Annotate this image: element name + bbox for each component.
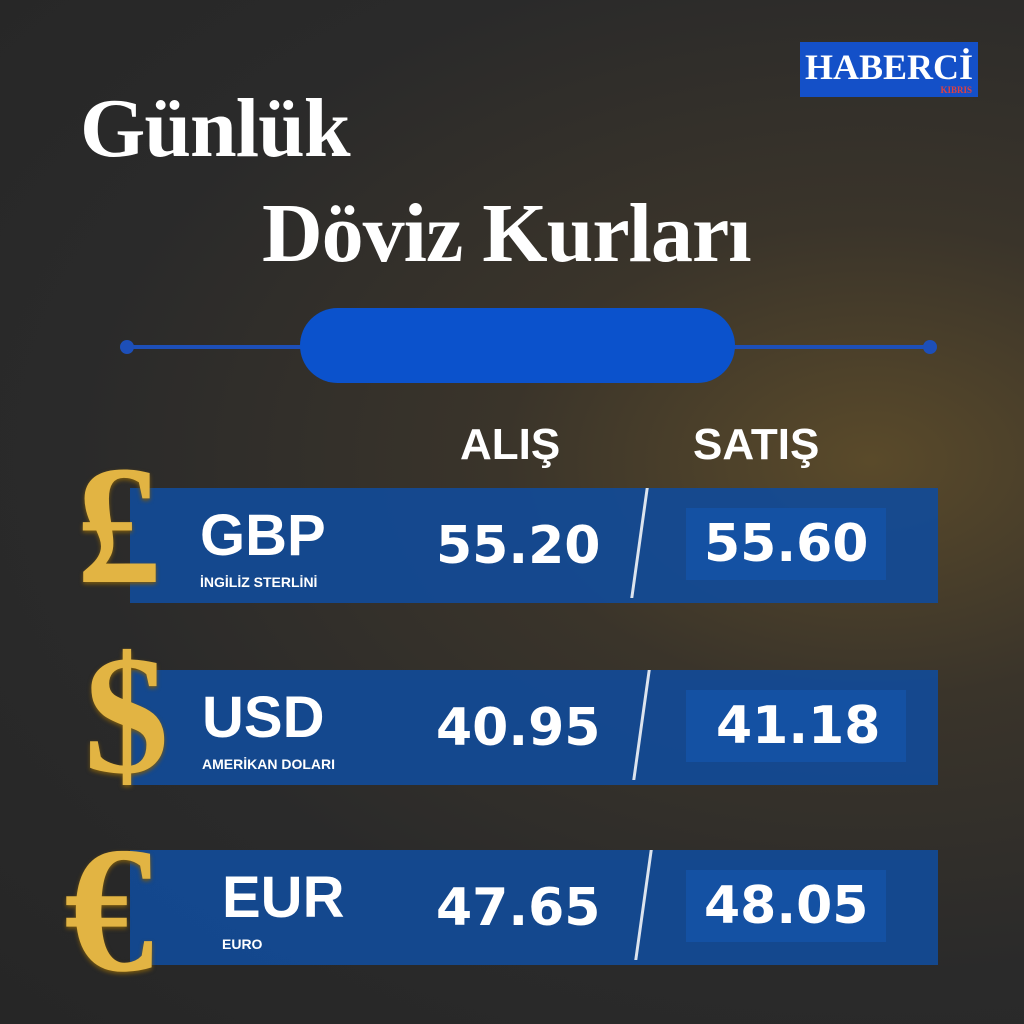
divider-pill [300,308,735,383]
header-sell: SATIŞ [693,420,820,469]
buy-rate: 55.20 [436,516,601,576]
currency-code: EUR [222,865,345,930]
title-line1: Günlük [80,82,351,175]
currency-code: USD [202,685,325,750]
logo: HABERCİ KIBRIS [800,42,978,97]
currency-symbol-icon: $ [84,621,169,809]
buy-rate: 40.95 [436,698,601,758]
currency-symbol-icon: € [64,810,154,1009]
currency-name: İNGİLİZ STERLİNİ [200,574,318,590]
sell-box [686,870,886,942]
title-line2: Döviz Kurları [262,187,752,280]
sell-rate: 48.05 [704,876,869,936]
buy-rate: 47.65 [436,878,601,938]
currency-name: EURO [222,936,263,952]
sell-box [686,690,906,762]
divider-dot [923,340,937,354]
sell-box [686,508,886,580]
divider-dot [120,340,134,354]
sell-rate: 55.60 [704,514,869,574]
logo-text: HABERCİ [804,47,974,87]
currency-symbol-icon: £ [76,431,161,619]
header-buy: ALIŞ [460,420,561,469]
currency-code: GBP [200,503,326,568]
logo-sub: KIBRIS [940,85,972,95]
sell-rate: 41.18 [716,696,881,756]
currency-name: AMERİKAN DOLARI [202,756,335,772]
